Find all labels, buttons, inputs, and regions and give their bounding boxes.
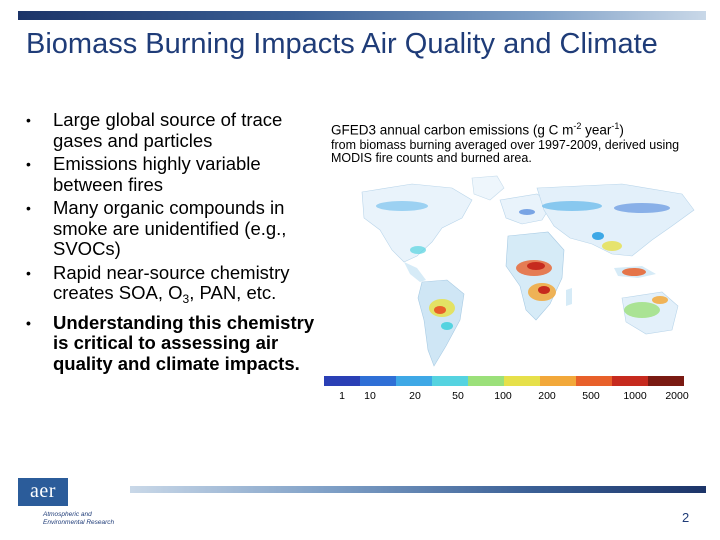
color-scale-bar [324,376,684,386]
color-scale-segment [540,376,576,386]
subscript: 3 [182,292,190,306]
color-scale-segment [648,376,684,386]
caption-description: from biomass burning averaged over 1997-… [331,137,680,165]
map-caption: GFED3 annual carbon emissions (g C m-2 y… [331,118,711,165]
caption-title: GFED3 annual carbon emissions (g C m-2 y… [331,118,711,139]
bullet-dot: • [26,264,31,281]
bullet-dot: • [26,200,31,216]
bullet-text: Emissions highly variable between fires [53,153,261,195]
aer-logo: aer Atmospheric and Environmental Researc… [18,478,130,528]
caption-lead: GFED3 annual carbon emissions (g C m [331,122,574,138]
bullet-text: Many organic compounds in smoke are unid… [53,197,287,259]
bullet-dot: • [26,156,31,172]
slide-title: Biomass Burning Impacts Air Quality and … [26,28,658,60]
emissions-map: 1 10 20 50 100 200 500 1000 2000 [322,170,712,402]
bullet-dot: • [26,314,31,331]
bullet-item: • Large global source of trace gases and … [26,109,326,151]
color-scale-segment [468,376,504,386]
scale-tick: 1 [339,390,345,402]
bullet-item: • Emissions highly variable between fires [26,153,326,195]
color-scale-segment [360,376,396,386]
bullet-item: • Rapid near-source chemistry creates SOA… [26,261,326,310]
bullet-list: • Large global source of trace gases and … [26,109,326,377]
logo-line: Environmental Research [43,519,115,526]
color-scale-segment [576,376,612,386]
logo-line: Atmospheric and [43,511,92,518]
color-scale-segment [504,376,540,386]
scale-tick: 100 [494,390,512,402]
page-number: 2 [682,510,690,525]
scale-tick: 50 [452,390,464,402]
bullet-item: • Many organic compounds in smoke are uni… [26,197,326,260]
color-scale-segment [396,376,432,386]
scale-tick: 1000 [623,390,647,402]
bullet-dot: • [26,112,31,128]
caption-sup: -1 [611,121,620,131]
bottom-accent-bar [130,486,706,493]
world-map [361,175,695,367]
bullet-text-before: Rapid near-source chemistry creates SOA,… [53,261,290,303]
caption-sup: -2 [573,121,582,131]
bullet-item: • Understanding this chemistry is critica… [26,311,326,375]
scale-tick: 2000 [665,390,689,402]
caption-close: ) [619,122,624,138]
bullet-text: Rapid near-source chemistry creates SOA,… [53,261,290,306]
bullet-text: Large global source of trace gases and p… [53,109,283,151]
color-scale-segment [612,376,648,386]
scale-tick: 10 [364,390,376,402]
top-accent-bar [18,11,706,20]
scale-tick: 500 [582,390,600,402]
color-scale-segment [324,376,360,386]
caption-mid: year [581,122,612,138]
logo-mark: aer [18,478,68,506]
scale-tick: 20 [409,390,421,402]
logo-subtitle: Atmospheric and Environmental Research [43,511,114,527]
bullet-text-after: , PAN, etc. [189,282,277,303]
scale-tick: 200 [538,390,556,402]
color-scale-segment [432,376,468,386]
bullet-text: Understanding this chemistry is critical… [53,311,315,374]
